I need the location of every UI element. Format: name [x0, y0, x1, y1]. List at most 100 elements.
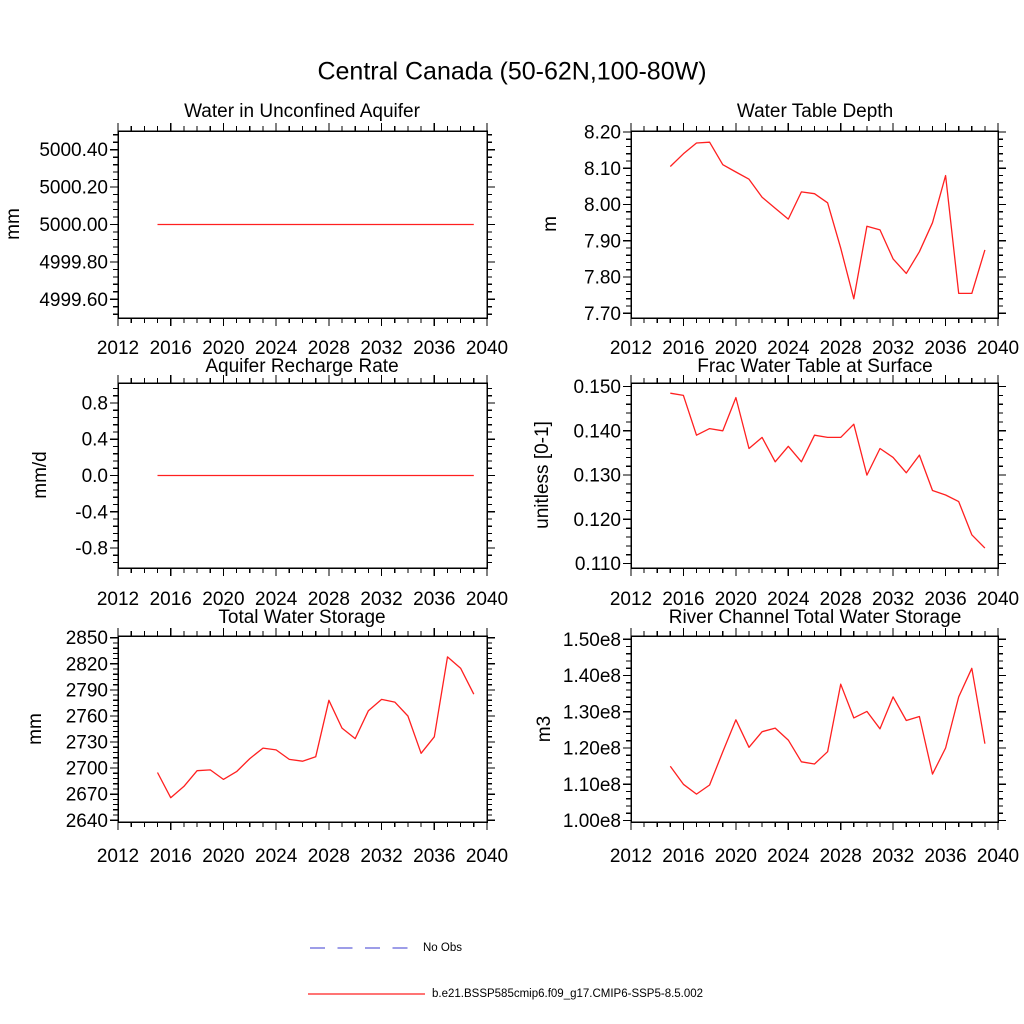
y-tick-label: 7.70	[584, 304, 621, 325]
x-tick-label: 2032	[872, 589, 914, 610]
legend-label-no-obs: No Obs	[423, 942, 462, 954]
x-tick-label: 2012	[97, 338, 139, 359]
y-tick-label: 0.110	[575, 554, 621, 575]
y-axis-unit-label-m: m	[540, 216, 561, 232]
y-tick-label: 2640	[66, 811, 108, 832]
legend-label-model-run: b.e21.BSSP585cmip6.f09_g17.CMIP6-SSP5-8.…	[432, 988, 704, 1000]
x-tick-label: 2040	[466, 846, 508, 867]
y-tick-label: 0.8	[82, 393, 108, 414]
y-tick-label: 4999.80	[39, 252, 108, 273]
panel-frame	[630, 130, 999, 319]
series-line	[670, 392, 986, 549]
x-tick-label: 2036	[413, 338, 455, 359]
y-tick-label: -0.4	[75, 502, 108, 523]
y-tick-label: 2730	[66, 733, 108, 754]
panel-frame	[117, 635, 488, 823]
main-title: Central Canada (50-62N,100-80W)	[317, 57, 707, 86]
x-tick-label: 2036	[413, 846, 455, 867]
x-tick-label: 2016	[662, 338, 704, 359]
x-tick-label: 2036	[413, 589, 455, 610]
y-tick-label: 5000.00	[39, 215, 108, 236]
y-axis-unit-label-mm-per-day: mm/d	[30, 451, 51, 499]
panel-title-water-in-unconfined-aquifer: Water in Unconfined Aquifer	[184, 101, 420, 122]
x-tick-label: 2024	[255, 846, 298, 867]
x-tick-label: 2020	[202, 338, 244, 359]
x-tick-label: 2016	[662, 846, 704, 867]
x-tick-label: 2028	[308, 338, 350, 359]
y-tick-label: 2700	[66, 759, 108, 780]
x-tick-label: 2020	[715, 589, 757, 610]
y-tick-label: 8.10	[584, 159, 621, 180]
panel-title-aquifer-recharge-rate: Aquifer Recharge Rate	[205, 356, 399, 377]
y-tick-label: 2790	[66, 680, 108, 701]
x-tick-label: 2028	[820, 846, 862, 867]
x-tick-label: 2012	[97, 846, 139, 867]
x-tick-label: 2040	[977, 846, 1019, 867]
y-tick-label: 0.130	[573, 466, 621, 487]
x-tick-label: 2028	[820, 338, 862, 359]
panel-title-total-water-storage: Total Water Storage	[218, 607, 386, 628]
y-tick-label: 0.140	[573, 421, 621, 442]
y-axis-unit-label-m3: m3	[534, 715, 555, 743]
y-tick-label: 5000.40	[39, 140, 108, 161]
x-tick-label: 2024	[767, 338, 810, 359]
y-axis-unit-label-unitless: unitless [0-1]	[532, 421, 553, 529]
y-tick-label: 2760	[66, 706, 108, 727]
y-tick-label: 2850	[66, 628, 108, 649]
x-tick-label: 2016	[150, 846, 192, 867]
y-tick-label: 1.40e8	[563, 666, 621, 687]
y-tick-label: 5000.20	[39, 178, 108, 199]
x-tick-label: 2040	[466, 338, 508, 359]
panel-frame	[630, 382, 999, 569]
x-tick-label: 2032	[360, 338, 402, 359]
x-tick-label: 2012	[97, 589, 139, 610]
y-tick-label: 1.50e8	[563, 630, 621, 651]
panel-title-river-channel-total-water-storage: River Channel Total Water Storage	[668, 607, 962, 628]
y-tick-label: 7.80	[584, 268, 621, 289]
y-tick-label: 1.10e8	[563, 775, 621, 796]
x-tick-label: 2040	[466, 589, 508, 610]
y-tick-label: 2820	[66, 654, 108, 675]
x-tick-label: 2032	[872, 338, 914, 359]
x-tick-label: 2016	[662, 589, 704, 610]
x-tick-label: 2012	[610, 338, 652, 359]
series-line	[669, 667, 986, 795]
x-tick-label: 2024	[255, 589, 298, 610]
y-tick-label: 0.120	[573, 510, 621, 531]
x-tick-label: 2024	[767, 589, 810, 610]
x-tick-label: 2036	[924, 338, 966, 359]
x-tick-label: 2032	[872, 846, 914, 867]
panel-title-water-table-depth: Water Table Depth	[736, 101, 894, 122]
y-tick-label: 0.0	[82, 466, 108, 487]
x-tick-label: 2024	[767, 846, 810, 867]
x-tick-label: 2036	[924, 846, 966, 867]
y-tick-label: 4999.60	[39, 290, 108, 311]
y-tick-label: 7.90	[584, 231, 621, 252]
x-tick-label: 2024	[255, 338, 298, 359]
x-tick-label: 2032	[360, 589, 402, 610]
x-tick-label: 2020	[715, 338, 757, 359]
x-tick-label: 2016	[150, 589, 192, 610]
y-tick-label: 1.00e8	[563, 811, 621, 832]
y-axis-unit-label-mm: mm	[3, 208, 24, 240]
x-tick-label: 2028	[308, 846, 350, 867]
x-tick-label: 2012	[610, 846, 652, 867]
x-tick-label: 2028	[820, 589, 862, 610]
series-line	[156, 656, 475, 799]
x-tick-label: 2032	[360, 846, 402, 867]
panel-frame	[630, 635, 999, 823]
panel-title-frac-water-table-at-surface: Frac Water Table at Surface	[697, 356, 933, 377]
x-tick-label: 2036	[924, 589, 966, 610]
x-tick-label: 2040	[977, 589, 1019, 610]
x-tick-label: 2020	[202, 589, 244, 610]
y-axis-unit-label-mm-2: mm	[25, 713, 46, 745]
y-tick-label: 2670	[66, 785, 108, 806]
x-tick-label: 2020	[715, 846, 757, 867]
y-tick-label: 0.150	[573, 377, 621, 398]
y-tick-label: 0.4	[82, 430, 109, 451]
series-line	[669, 141, 986, 300]
y-tick-label: 1.30e8	[563, 702, 621, 723]
x-tick-label: 2020	[202, 846, 244, 867]
